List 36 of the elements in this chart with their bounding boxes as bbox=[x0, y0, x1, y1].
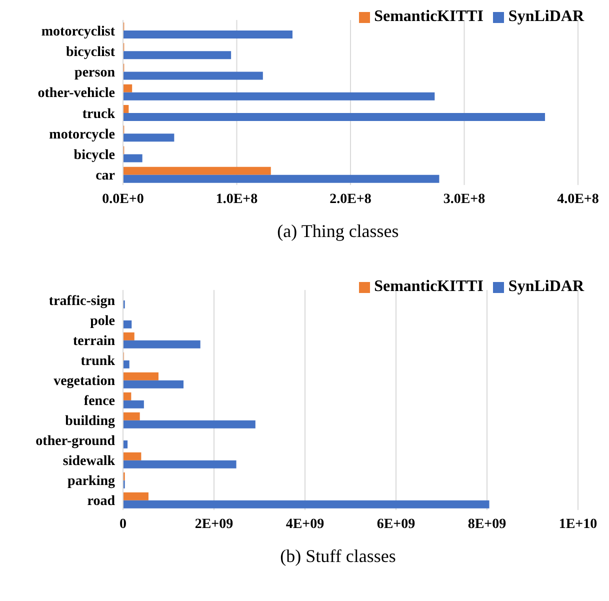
y-tick-label: motorcyclist bbox=[41, 24, 116, 40]
y-tick-label: bicyclist bbox=[66, 44, 116, 60]
legend-label: SynLiDAR bbox=[508, 278, 584, 295]
x-tick-label: 6E+09 bbox=[376, 516, 416, 532]
y-tick-label: fence bbox=[84, 394, 115, 409]
y-tick-label: road bbox=[87, 494, 116, 509]
y-tick-label: pole bbox=[90, 314, 115, 329]
text: (a) Thing classes bbox=[276, 221, 400, 242]
x-tick-label: 3.0E+8 bbox=[443, 192, 486, 207]
y-tick-label: sidewalk bbox=[62, 454, 116, 469]
text: (b) Stuff classes bbox=[279, 546, 397, 567]
y-tick-label: other-ground bbox=[36, 434, 116, 449]
legend-label: SemanticKITTI bbox=[374, 278, 484, 295]
y-tick-label: person bbox=[74, 66, 116, 81]
x-tick-label: 8E+09 bbox=[468, 516, 506, 532]
legend-label: SemanticKITTI bbox=[374, 8, 484, 25]
x-tick-label: 1.0E+8 bbox=[216, 192, 258, 207]
y-tick-label: traffic-sign bbox=[48, 294, 116, 309]
x-tick-label: 0.0E+0 bbox=[102, 192, 144, 207]
x-tick-label: 4.0E+8 bbox=[557, 192, 599, 207]
x-tick-label: 4E+09 bbox=[286, 516, 324, 532]
legend-label: SynLiDAR bbox=[508, 8, 584, 25]
y-tick-label: motorcycle bbox=[49, 127, 115, 142]
y-tick-label: terrain bbox=[73, 334, 116, 349]
y-tick-label: car bbox=[96, 168, 115, 184]
x-tick-label: 2E+09 bbox=[194, 516, 234, 532]
y-tick-label: truck bbox=[82, 106, 116, 122]
x-tick-label: 1E+10 bbox=[558, 516, 598, 532]
y-tick-label: building bbox=[65, 414, 115, 429]
y-tick-label: parking bbox=[68, 474, 115, 489]
y-tick-label: bicycle bbox=[74, 148, 115, 164]
x-tick-label: 0 bbox=[120, 516, 126, 532]
y-tick-label: trunk bbox=[80, 354, 116, 369]
y-tick-label: other-vehicle bbox=[38, 86, 115, 102]
x-tick-label: 2.0E+8 bbox=[330, 192, 372, 207]
y-tick-label: vegetation bbox=[54, 374, 116, 389]
